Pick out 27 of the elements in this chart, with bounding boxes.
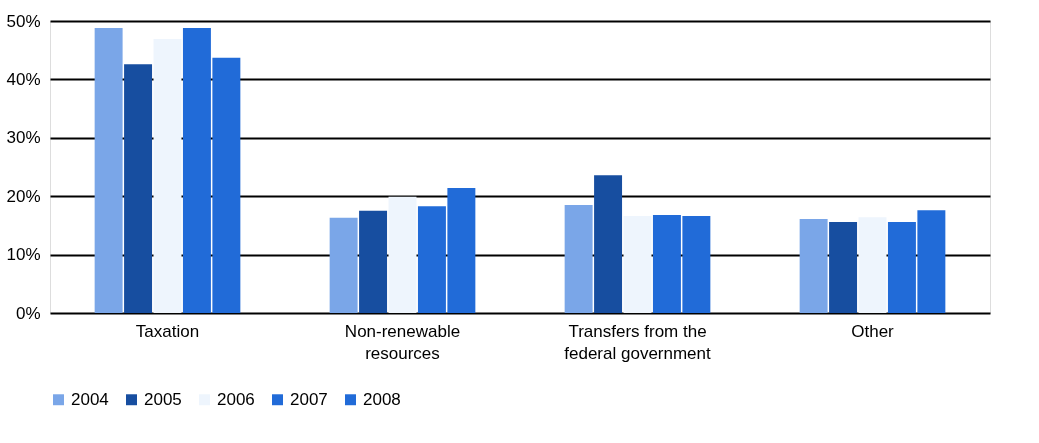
x-tick-label: Taxation [135, 321, 200, 341]
bar [799, 218, 828, 313]
bar [124, 64, 153, 313]
bar [329, 217, 358, 313]
bar [94, 28, 123, 313]
legend-label: 2004 [71, 389, 109, 409]
bar [388, 196, 417, 313]
y-tick-label: 0% [15, 303, 41, 323]
bar [153, 39, 182, 313]
y-tick-label: 10% [6, 245, 41, 265]
legend-label: 2006 [217, 389, 255, 409]
legend-label: 2007 [290, 389, 328, 409]
bar [623, 216, 652, 313]
x-tick-label: Other [851, 321, 895, 341]
bar [829, 221, 858, 313]
x-tick-label: Non-renewable resources [344, 321, 461, 363]
bar [359, 210, 388, 313]
y-tick-label: 20% [6, 186, 41, 206]
bar [594, 175, 623, 313]
bar [564, 204, 593, 313]
y-tick-label: 30% [6, 128, 41, 148]
x-tick-label: Transfers from the federal government [564, 321, 712, 363]
legend-label: 2008 [363, 389, 401, 409]
legend-label: 2005 [144, 389, 182, 409]
bar [858, 217, 887, 313]
y-tick-label: 50% [6, 11, 41, 31]
y-tick-label: 40% [6, 69, 41, 89]
